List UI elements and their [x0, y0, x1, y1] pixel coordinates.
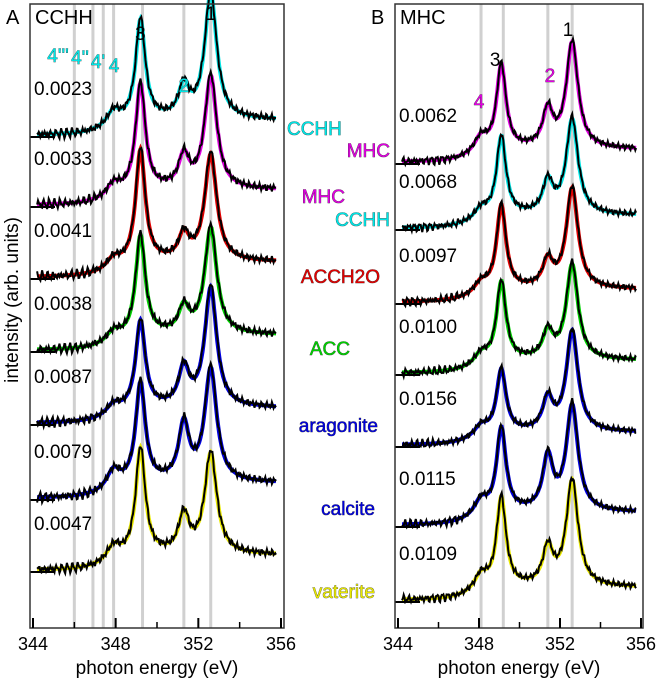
scale-label: 0.0079: [34, 442, 92, 463]
data-curve-ACCH2O: [401, 182, 637, 309]
x-tick-label: 352: [183, 634, 213, 654]
scale-label: 0.0023: [34, 79, 92, 100]
peak-label: 4': [91, 52, 105, 73]
trace-label-vaterite: vaterite: [313, 582, 375, 603]
trace-label-ACC: ACC: [310, 339, 350, 360]
scale-label: 0.0100: [399, 317, 457, 338]
data-curve-CCHH: [401, 110, 638, 235]
scale-label: 0.0038: [34, 294, 92, 315]
trace-label-ACCH2O: ACCH2O: [301, 267, 380, 288]
peak-label: 4''': [47, 46, 68, 67]
y-axis-label: intensity (arb. units): [2, 217, 23, 383]
x-tick-label: 344: [18, 634, 48, 654]
x-axis-label: photon energy (eV): [76, 658, 239, 679]
x-tick-label: 352: [545, 634, 575, 654]
trace-label-calcite: calcite: [321, 499, 375, 520]
trace-label-CCHH: CCHH: [335, 210, 390, 231]
data-curve-aragonite: [401, 326, 637, 449]
panel-title: CCHH: [35, 7, 93, 29]
peak-label: 4'': [71, 48, 89, 69]
data-curve-CCHH: [36, 0, 277, 143]
scale-label: 0.0115: [399, 469, 456, 490]
data-curve-aragonite: [36, 284, 277, 431]
peak-label: 2: [179, 76, 190, 97]
trace-label-CCHH: CCHH: [287, 119, 342, 140]
data-curve-ACC: [36, 219, 277, 357]
panel-letter: A: [6, 7, 20, 29]
scale-label: 0.0062: [399, 106, 457, 127]
scale-label: 0.0068: [399, 172, 457, 193]
trace-label-aragonite: aragonite: [299, 416, 378, 437]
data-curve-ACC: [401, 258, 637, 381]
scale-label: 0.0156: [399, 389, 457, 410]
x-axis-label: photon energy (eV): [438, 658, 601, 679]
x-tick-label: 344: [383, 634, 413, 654]
peak-label: 3: [490, 50, 501, 71]
data-curve-ACCH2O: [36, 146, 277, 284]
peak-label: 1: [205, 4, 216, 25]
plot-frame: [394, 3, 644, 629]
peak-label: 4: [474, 92, 485, 113]
x-tick-label: 348: [464, 634, 494, 654]
panel-letter: B: [371, 7, 384, 29]
x-tick-label: 356: [266, 634, 296, 654]
trace-label-MHC: MHC: [347, 141, 390, 162]
peak-label: 1: [563, 20, 574, 41]
peak-label: 4: [109, 56, 120, 77]
scale-label: 0.0097: [399, 246, 457, 267]
scale-label: 0.0041: [34, 221, 92, 242]
peak-label: 2: [545, 66, 556, 87]
data-curve-calcite: [36, 359, 277, 507]
data-curve-vaterite: [36, 446, 277, 577]
peak-label: 3: [135, 24, 146, 45]
scale-label: 0.0109: [399, 544, 457, 565]
data-curve-MHC: [401, 34, 638, 168]
data-curve-calcite: [401, 397, 637, 530]
x-tick-label: 348: [101, 634, 131, 654]
panel-title: MHC: [400, 7, 446, 29]
scale-label: 0.0033: [34, 149, 92, 170]
scale-label: 0.0087: [34, 367, 92, 388]
x-tick-label: 356: [626, 634, 656, 654]
trace-label-MHC: MHC: [302, 187, 345, 208]
scale-label: 0.0047: [34, 514, 92, 535]
data-curve-vaterite: [401, 475, 637, 605]
data-curve-MHC: [36, 67, 277, 212]
